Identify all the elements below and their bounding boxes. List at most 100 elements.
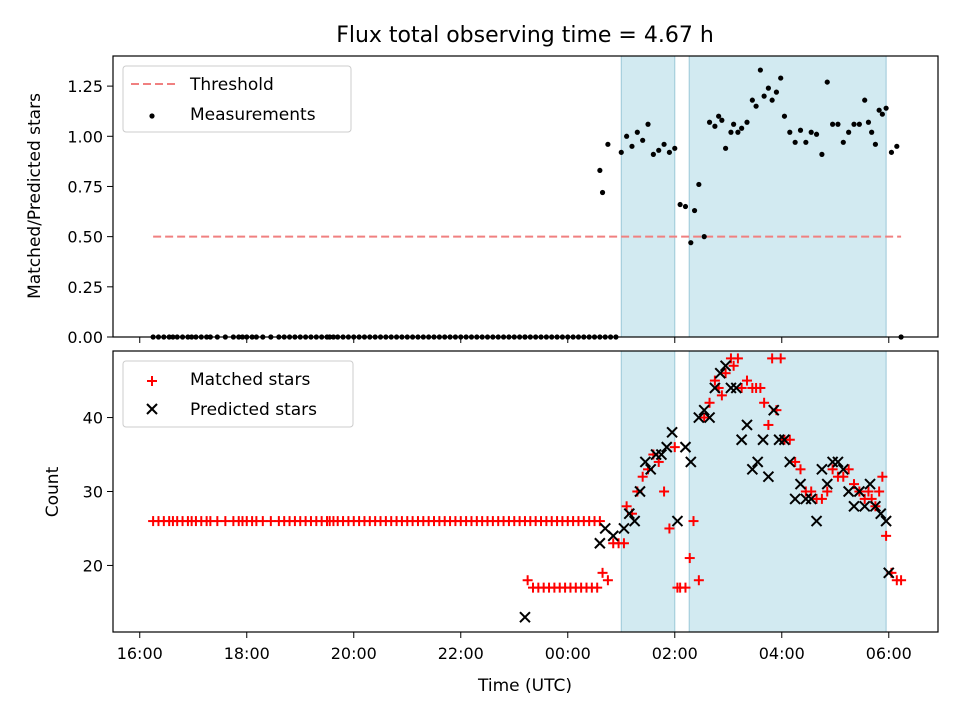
matched-star-point	[728, 360, 739, 371]
matched-star-point	[741, 375, 752, 386]
measurement-point	[761, 93, 767, 99]
predicted-star-point	[805, 493, 817, 505]
predicted-star-point	[639, 456, 652, 468]
predicted-star-point	[685, 456, 697, 468]
measurement-point	[597, 167, 603, 174]
legend-matched-label: Matched stars	[190, 370, 310, 390]
predicted-star-point	[746, 463, 759, 476]
chart-title: Flux total observing time = 4.67 h	[336, 23, 714, 48]
measurement-point	[753, 103, 759, 109]
predicted-star-point	[794, 478, 807, 490]
measurement-point	[787, 129, 793, 135]
measurement-point	[719, 117, 725, 123]
predicted-star-point	[810, 515, 823, 527]
matched-star-point	[863, 486, 874, 497]
bottom-shaded-intervals	[620, 350, 887, 633]
measurement-point	[792, 139, 798, 145]
measurement-point	[862, 97, 868, 103]
matched-star-point	[597, 567, 608, 578]
predicted-star-point	[714, 367, 726, 379]
measurement-point	[688, 240, 694, 246]
measurement-point	[894, 143, 900, 149]
predicted-star-point	[762, 471, 775, 483]
predicted-star-point	[741, 419, 753, 431]
predicted-star-point	[842, 485, 855, 498]
predicted-star-point	[816, 463, 828, 476]
legend-predicted-swatch	[146, 403, 158, 415]
matched-star-point	[680, 582, 691, 593]
measurement-point	[879, 111, 885, 117]
predicted-star-point	[709, 382, 721, 394]
predicted-star-point	[837, 463, 850, 476]
measurement-point	[883, 105, 889, 111]
measurement-point	[851, 121, 857, 127]
predicted-star-point	[784, 456, 796, 468]
predicted-star-point	[519, 611, 531, 623]
matched-star-point	[693, 575, 704, 586]
measurement-point	[624, 133, 630, 139]
predicted-star-point	[880, 515, 892, 527]
measurement-point	[765, 85, 771, 91]
matched-star-point	[592, 582, 603, 593]
measurement-point	[722, 145, 729, 151]
x-tick-label-6: 04:00	[759, 644, 805, 663]
x-tick-label-5: 02:00	[652, 644, 698, 663]
matched-star-point	[877, 471, 888, 482]
bottom-y-axis-label: Count	[43, 466, 63, 517]
matched-star-point	[669, 442, 680, 453]
measurement-point	[872, 141, 879, 147]
bottom-y-tick-label-2: 40	[83, 409, 103, 428]
bottom-panel: 20 30 40 16:00 18:00 20:00 22:00 00:00 02:00 04:0…	[43, 350, 939, 696]
x-tick-label-2: 20:00	[331, 644, 377, 663]
predicted-star-point	[671, 515, 684, 527]
top-y-tick-label-2: 0.50	[67, 228, 103, 247]
predicted-star-point	[883, 567, 895, 579]
measurement-point	[618, 149, 624, 155]
matched-star-point	[838, 471, 849, 482]
predicted-star-point	[679, 441, 692, 453]
matched-star-point	[755, 382, 766, 393]
legend-matched-swatch	[147, 376, 157, 386]
matched-star-point	[767, 353, 778, 364]
predicted-star-point	[693, 411, 705, 424]
predicted-star-point	[594, 537, 606, 549]
measurement-point	[656, 147, 662, 153]
legend-measurements-swatch	[149, 113, 155, 119]
predicted-star-point	[757, 434, 769, 446]
top-y-axis-label: Matched/Predicted stars	[25, 93, 45, 299]
predicted-star-point	[661, 441, 673, 453]
measurement-point	[691, 207, 698, 214]
matched-star-point	[790, 456, 801, 467]
measurement-point	[629, 143, 635, 149]
bottom-legend: Matched stars Predicted stars	[122, 360, 354, 428]
predicted-star-point	[789, 493, 801, 505]
measurement-point	[599, 189, 606, 196]
matched-star-point	[874, 486, 885, 497]
predicted-star-point	[869, 500, 882, 512]
predicted-star-point	[853, 485, 866, 498]
top-y-tick-label-3: 0.75	[67, 177, 103, 196]
measurement-point	[846, 129, 852, 135]
top-legend-box	[122, 65, 352, 133]
predicted-star-point	[768, 404, 780, 416]
measurement-point	[712, 123, 718, 129]
matched-star-point	[720, 368, 731, 379]
measurement-point	[677, 201, 683, 208]
predicted-star-point	[623, 507, 636, 520]
measurement-point	[696, 181, 702, 188]
measurement-point	[666, 149, 673, 155]
measurement-point	[744, 119, 750, 125]
measurement-point	[645, 121, 651, 127]
matched-star-point	[784, 434, 795, 445]
measurement-point	[716, 113, 722, 119]
measurement-point	[640, 137, 646, 143]
top-y-tick-label-1: 0.25	[67, 278, 103, 297]
measurement-point	[824, 79, 830, 85]
measurement-point	[682, 203, 689, 210]
measurement-point	[888, 149, 895, 155]
measurement-point	[605, 141, 611, 147]
predicted-star-point	[698, 404, 710, 416]
measurement-point	[869, 129, 875, 135]
legend-measurements-label: Measurements	[190, 105, 316, 125]
top-shaded-interval-0	[620, 55, 676, 338]
